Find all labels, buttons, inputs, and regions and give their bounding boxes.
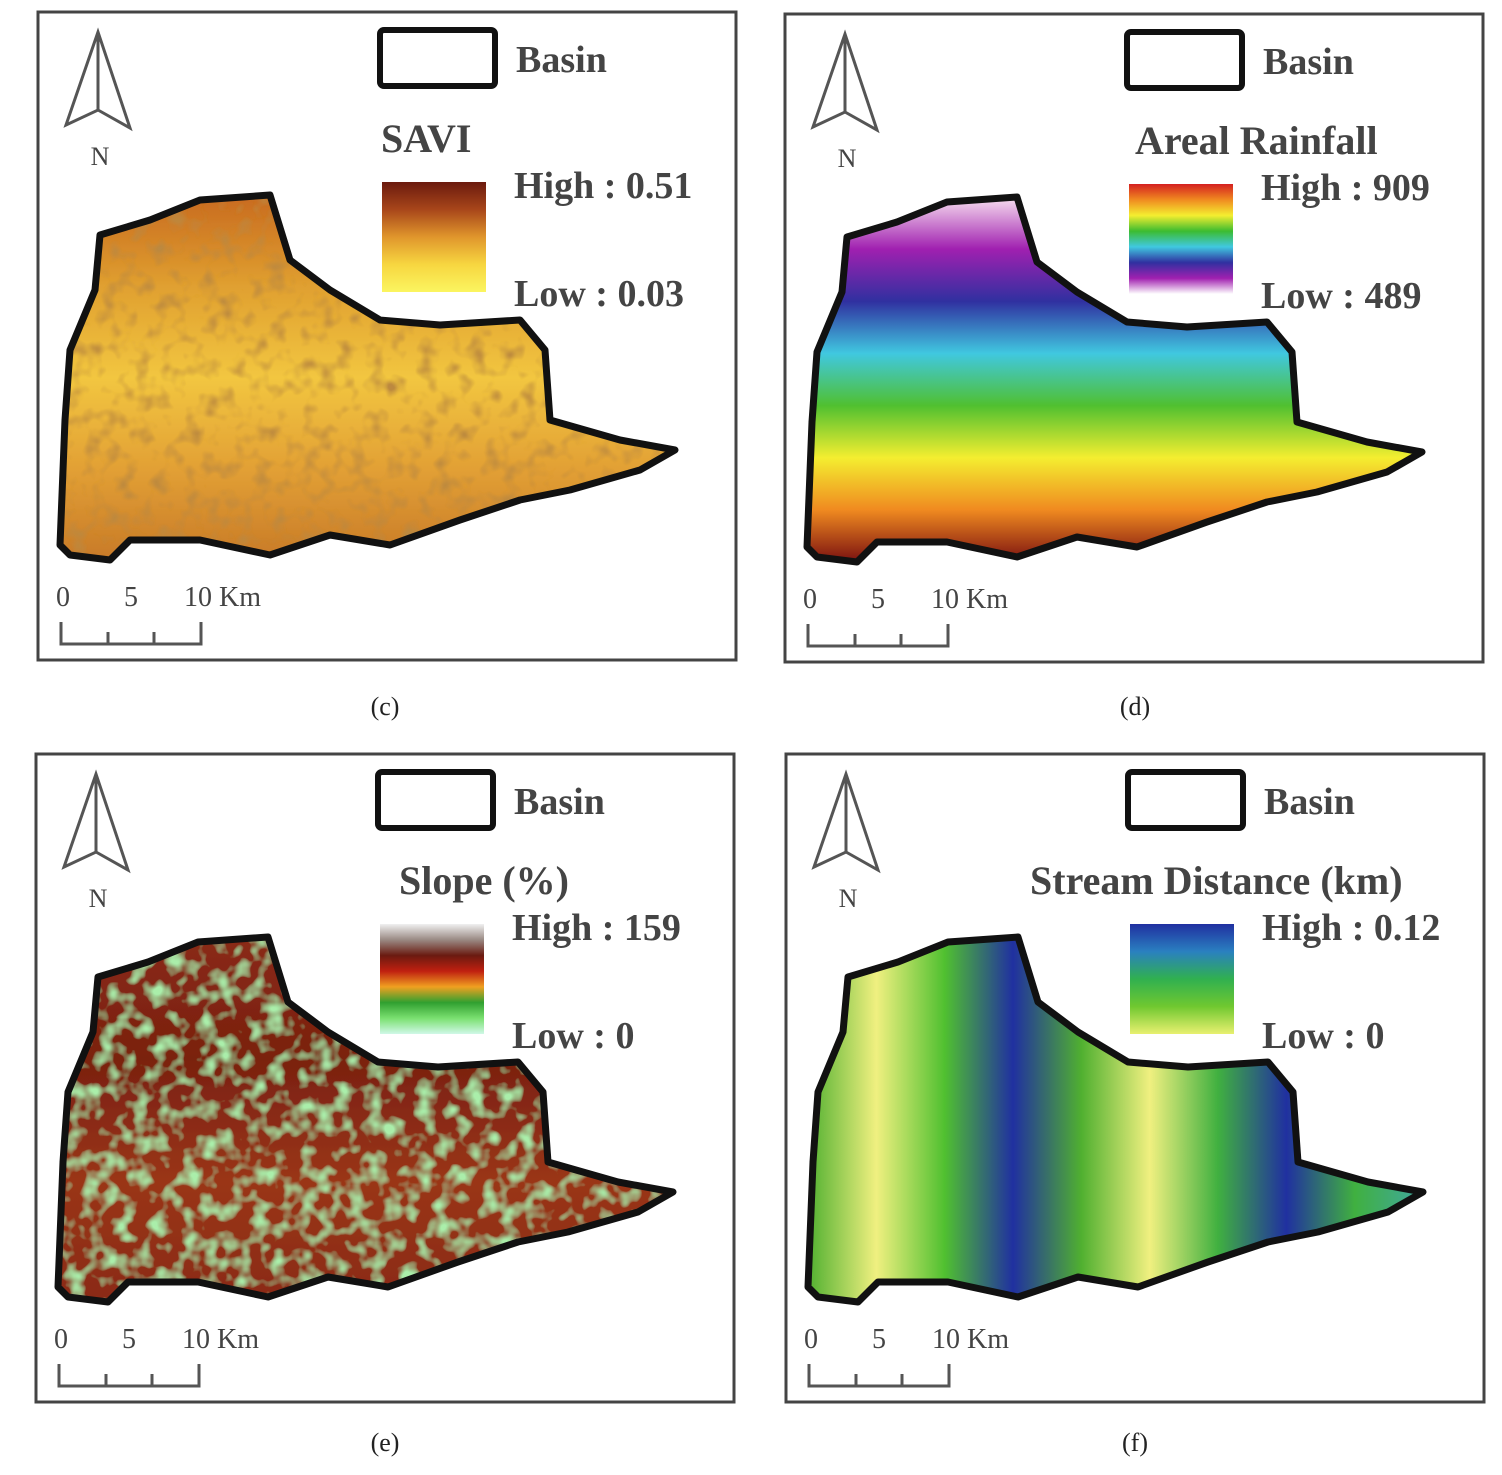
north-label: N [91, 142, 110, 171]
legend-high: High : 909 [1261, 167, 1430, 209]
color-ramp [380, 924, 484, 1034]
north-label: N [89, 884, 108, 913]
scale-bar [59, 622, 203, 646]
scale-bar [57, 1364, 201, 1388]
scale-label: 5 [124, 582, 138, 613]
basin-outline [56, 191, 679, 564]
legend-low: Low : 489 [1261, 275, 1421, 317]
legend-low: Low : 0.03 [514, 273, 684, 315]
legend-high: High : 0.51 [514, 165, 692, 207]
legend-low: Low : 0 [512, 1015, 634, 1057]
caption: (d) [1119, 692, 1151, 721]
basin-legend-symbol [1125, 769, 1246, 831]
basin-legend-label: Basin [1263, 41, 1354, 83]
basin-legend-label: Basin [516, 39, 607, 81]
scale-label: 0 [54, 1324, 68, 1355]
basin-legend-label: Basin [514, 781, 605, 823]
basin-outline [804, 933, 1427, 1306]
north-arrow [63, 27, 133, 132]
scale-label: 10 Km [182, 1324, 259, 1355]
map-panel: N Basin Stream Distance (km)High : 0.12 Low… [784, 752, 1486, 1404]
scale-label: 0 [804, 1324, 818, 1355]
legend-title: Stream Distance (km) [1030, 858, 1403, 903]
scale-label: 5 [872, 1324, 886, 1355]
color-ramp [382, 182, 486, 292]
basin-legend-symbol [1124, 29, 1245, 91]
scale-bar [806, 624, 950, 648]
legend-high: High : 159 [512, 907, 681, 949]
north-arrow [810, 29, 880, 134]
north-label: N [839, 884, 858, 913]
legend-title: Slope (%) [399, 858, 569, 903]
scale-label: 0 [803, 584, 817, 615]
map-panel: N Basin SAVI High : 0.51 Low : 0.03 0 5 10 Km [36, 10, 738, 662]
basin-outline [54, 933, 677, 1306]
basin-legend-label: Basin [1264, 781, 1355, 823]
basin-area [808, 937, 1423, 1302]
north-arrow [811, 769, 881, 874]
caption: (c) [370, 692, 400, 721]
basin-area [58, 937, 673, 1302]
basin-legend-symbol [375, 769, 496, 831]
scale-label: 0 [56, 582, 70, 613]
map-panel: N Basin Slope (%)High : 159 Low : 0 0 5 10 Km [34, 752, 736, 1404]
scale-bar [807, 1364, 951, 1388]
legend-low: Low : 0 [1262, 1015, 1384, 1057]
caption: (f) [1122, 1428, 1148, 1457]
north-arrow [61, 769, 131, 874]
scale-label: 5 [871, 584, 885, 615]
caption: (e) [370, 1428, 400, 1457]
basin-area [807, 197, 1422, 562]
color-ramp [1130, 924, 1234, 1034]
legend-title: SAVI [381, 116, 471, 161]
basin-legend-symbol [377, 27, 498, 89]
basin-area [60, 195, 675, 560]
scale-label: 10 Km [184, 582, 261, 613]
legend-title: Areal Rainfall [1135, 118, 1378, 163]
basin-outline [803, 193, 1426, 566]
scale-label: 10 Km [932, 1324, 1009, 1355]
color-ramp [1129, 184, 1233, 294]
north-label: N [838, 144, 857, 173]
legend-high: High : 0.12 [1262, 907, 1440, 949]
scale-label: 10 Km [931, 584, 1008, 615]
scale-label: 5 [122, 1324, 136, 1355]
